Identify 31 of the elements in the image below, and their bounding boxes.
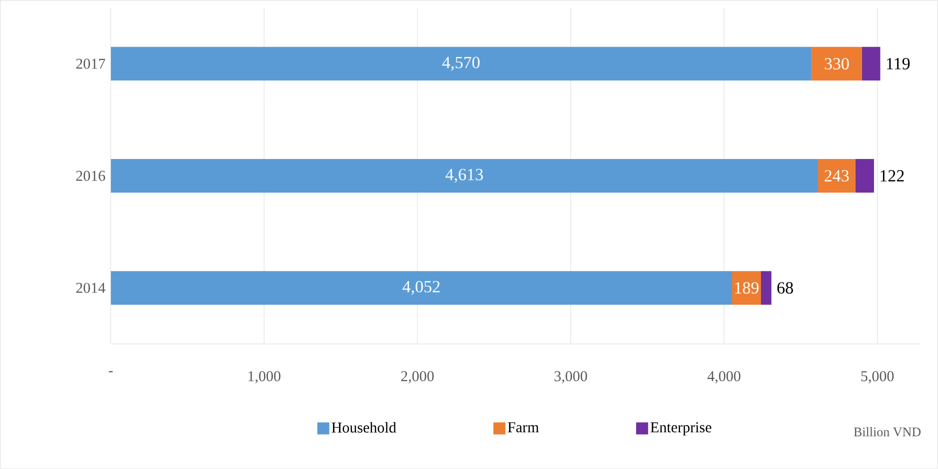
y-tick-label: 2014 — [76, 282, 106, 294]
y-tick-label: 2016 — [76, 170, 106, 182]
data-label: 119 — [886, 58, 910, 70]
data-label: 189 — [735, 282, 759, 294]
data-label: 4,570 — [442, 56, 480, 71]
data-label: 4,052 — [402, 281, 440, 295]
data-label: 68 — [777, 282, 793, 294]
x-tick-label: 5,000 — [861, 371, 894, 384]
legend-label: Farm — [508, 422, 539, 432]
x-axis-title: Billion VND — [854, 427, 921, 437]
data-label: 4,613 — [446, 169, 483, 183]
data-label: 122 — [880, 170, 904, 182]
bar — [110, 47, 812, 81]
bar — [110, 271, 732, 305]
legend-label: Enterprise — [650, 422, 712, 436]
bar — [760, 271, 772, 305]
bar — [862, 47, 880, 81]
x-tick-label: - — [108, 371, 113, 372]
bar — [811, 47, 862, 81]
bar — [855, 159, 874, 193]
data-label: 330 — [824, 58, 849, 70]
bar — [732, 271, 761, 305]
x-tick-label: 4,000 — [707, 371, 740, 384]
bar — [818, 159, 856, 193]
y-tick-label: 2017 — [76, 58, 106, 69]
bar — [110, 159, 818, 193]
legend-label: Household — [332, 422, 396, 433]
data-label: 243 — [824, 170, 849, 182]
x-tick-label: 2,000 — [401, 371, 434, 384]
x-tick-label: 3,000 — [554, 371, 588, 384]
x-tick-label: 1,000 — [248, 371, 280, 384]
